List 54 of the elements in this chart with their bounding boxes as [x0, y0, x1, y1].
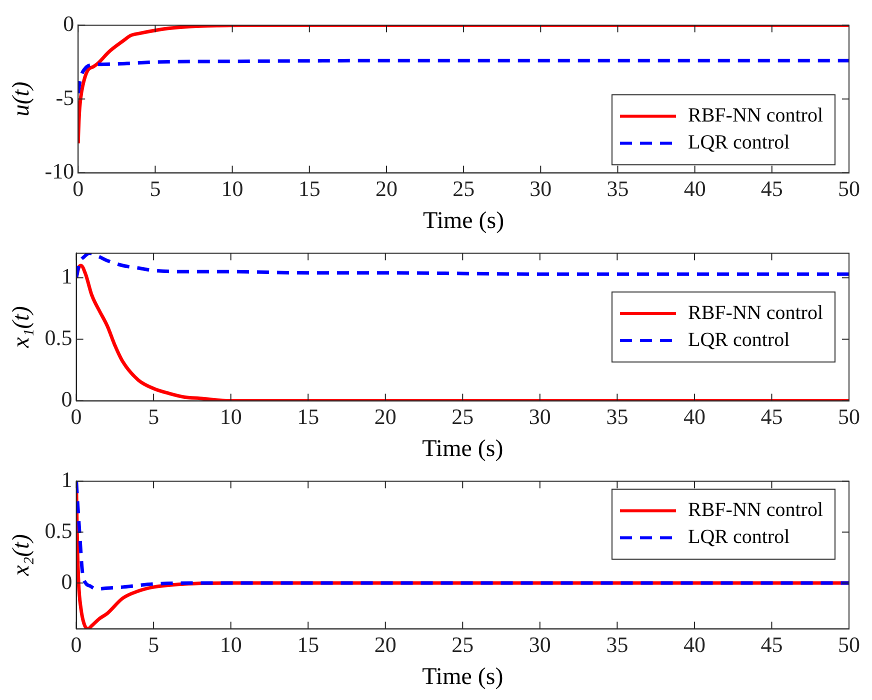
- x-tick-label: 25: [452, 176, 475, 201]
- y-axis-title: x₁(t): [8, 306, 35, 349]
- x-tick-label: 10: [220, 632, 242, 657]
- legend-label: RBF-NN control: [688, 498, 824, 521]
- y-tick-label: 0.5: [44, 325, 72, 350]
- x-tick-label: 40: [684, 176, 706, 201]
- x-tick-label: 50: [838, 632, 860, 657]
- x-tick-label: 50: [838, 176, 860, 201]
- x-tick-label: 10: [220, 404, 242, 429]
- x-tick-label: 15: [297, 404, 320, 429]
- x-tick-label: 30: [530, 176, 552, 201]
- x-tick-label: 5: [148, 632, 160, 657]
- legend-label: LQR control: [688, 132, 790, 154]
- x-tick-label: 45: [760, 632, 783, 657]
- x-axis-title: Time (s): [422, 208, 504, 234]
- y-tick-label: 0: [63, 10, 74, 36]
- x-tick-label: 35: [606, 632, 628, 657]
- x-tick-label: 20: [374, 632, 396, 657]
- x-tick-label: 40: [683, 632, 706, 657]
- y-tick-label: 0.5: [44, 518, 72, 543]
- x-axis-title: Time (s): [422, 664, 504, 690]
- line-series: [76, 481, 849, 591]
- y-axis-title: u(t): [8, 82, 35, 116]
- x-tick-label: 5: [148, 404, 160, 429]
- x-tick-label: 20: [375, 176, 398, 201]
- y-tick-label: 1: [61, 466, 72, 492]
- x-tick-label: 25: [452, 632, 474, 657]
- x-tick-label: 5: [150, 176, 161, 201]
- legend-label: RBF-NN control: [688, 302, 824, 324]
- x-tick-label: 45: [760, 176, 783, 201]
- y-tick-label: -10: [44, 158, 74, 184]
- x-tick-label: 35: [606, 176, 629, 201]
- y-tick-label: 0: [61, 568, 72, 594]
- x-axis-title: Time (s): [422, 436, 504, 462]
- y-tick-label: 0: [61, 386, 72, 412]
- x-tick-label: 25: [452, 404, 474, 429]
- y-tick-label: -5: [56, 84, 74, 110]
- x-tick-label: 20: [374, 404, 396, 429]
- y-axis-title: x₂(t): [8, 534, 35, 577]
- line-series: [78, 58, 849, 95]
- x-tick-label: 10: [221, 176, 244, 201]
- legend-label: LQR control: [688, 526, 790, 548]
- legend-label: LQR control: [688, 328, 790, 351]
- x-tick-label: 30: [528, 632, 551, 657]
- x-tick-label: 15: [298, 176, 320, 201]
- x-tick-label: 50: [838, 404, 860, 429]
- x-tick-label: 35: [606, 404, 628, 429]
- legend-label: RBF-NN control: [688, 104, 824, 127]
- x-tick-label: 40: [683, 404, 706, 429]
- x-tick-label: 15: [297, 632, 320, 657]
- y-tick-label: 1: [61, 264, 72, 289]
- line-series: [76, 253, 849, 280]
- x-tick-label: 45: [760, 404, 783, 429]
- x-tick-label: 30: [528, 404, 551, 429]
